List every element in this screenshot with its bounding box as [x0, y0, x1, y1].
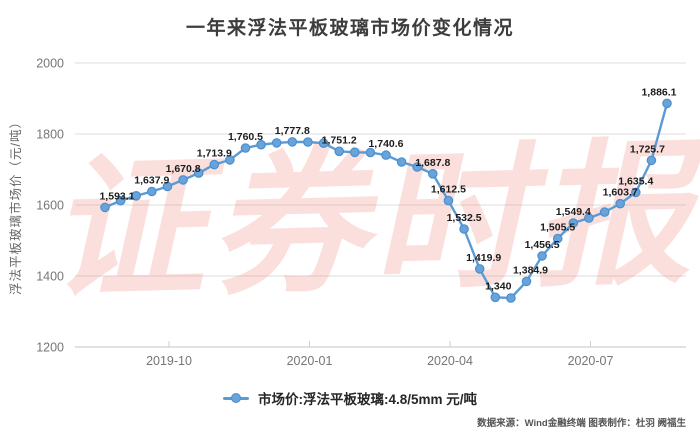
data-point [100, 202, 110, 213]
data-point-label: 1,532.5 [447, 212, 482, 224]
data-point [318, 138, 329, 148]
x-tick-label: 2020-04 [427, 354, 473, 368]
data-point [147, 186, 157, 197]
data-point-label: 1,886.1 [641, 86, 676, 98]
data-point [443, 195, 454, 206]
data-point [506, 293, 516, 303]
data-point [303, 137, 313, 147]
y-tick-label: 1400 [36, 270, 64, 284]
y-tick-label: 2000 [36, 57, 64, 71]
data-point [630, 187, 641, 198]
data-point-label: 1,384.9 [513, 264, 548, 276]
chart-title: 一年来浮法平板玻璃市场价变化情况 [185, 18, 514, 39]
data-point-label: 1,456.5 [525, 239, 560, 251]
data-point [568, 218, 579, 228]
data-point [521, 276, 532, 287]
data-point-label: 1,612.5 [431, 184, 466, 196]
chart-series-layer: 1,593.11,637.91,670.8 1,713.9 1,760.5 1,777… [99, 86, 677, 303]
data-point [162, 181, 173, 192]
legend-label: 市场价:浮法平板玻璃:4.8/5mm 元/吨 [257, 392, 478, 407]
data-point-label: 1,637.9 [134, 175, 169, 187]
data-point [271, 138, 282, 148]
data-point-label: 1,740.6 [368, 138, 403, 150]
data-point-label: 1,687.8 [415, 157, 450, 169]
data-point-label: 1,777.8 [275, 125, 310, 137]
data-point [115, 195, 126, 206]
data-point [490, 292, 501, 303]
data-point [412, 162, 422, 172]
data-point [209, 159, 220, 170]
data-point [193, 168, 204, 178]
legend[interactable]: 市场价:浮法平板玻璃:4.8/5mm 元/吨 [0, 388, 700, 408]
y-tick-label: 1800 [36, 128, 64, 142]
data-point-label: 1,593.1 [99, 190, 134, 202]
data-source-note: 数据来源：Wind金融终端 图表制作：杜羽 阙福生 [477, 418, 686, 429]
data-point [552, 233, 563, 244]
data-point [459, 224, 469, 234]
data-point [615, 198, 625, 209]
data-point-label: 1,635.4 [618, 175, 653, 187]
data-point [365, 147, 376, 158]
data-point [646, 155, 657, 166]
data-point-label: 1,340 [485, 280, 511, 292]
x-tick-label: 2020-01 [287, 354, 333, 368]
data-point [287, 137, 298, 147]
data-point-label: 1,419.9 [466, 252, 501, 264]
data-point-label: 1,751.2 [322, 134, 357, 146]
data-point-label: 1,505.5 [540, 222, 575, 234]
x-tick-label: 2020-07 [568, 354, 614, 368]
data-point [537, 251, 547, 261]
y-tick-label: 1600 [36, 199, 64, 213]
data-point [349, 147, 360, 158]
data-point [662, 98, 672, 109]
data-point-label: 1,603.7 [603, 187, 638, 199]
data-point [474, 264, 485, 274]
data-point [240, 143, 251, 153]
data-point-label: 1,725.7 [630, 143, 665, 155]
chart-grid-layer: 2000 1800 1600 1400 1200 2019-10 2020-01 2020-0… [8, 57, 686, 368]
data-point-label: 1,760.5 [228, 131, 263, 143]
legend-dot-icon [230, 393, 241, 403]
data-point-label: 1,713.9 [197, 148, 232, 160]
data-point [599, 207, 610, 217]
legend-line-dot-icon [222, 393, 249, 403]
x-tick-label: 2019-10 [146, 354, 192, 368]
y-tick-label: 1200 [36, 341, 64, 355]
data-point [256, 139, 266, 150]
data-point [396, 157, 407, 167]
data-point [131, 191, 141, 201]
data-point-label: 1,549.4 [556, 206, 591, 218]
data-point [584, 213, 594, 223]
data-point [178, 175, 188, 185]
data-point [225, 155, 235, 165]
data-point [427, 169, 438, 179]
data-point [381, 150, 391, 160]
data-point-label: 1,670.8 [166, 163, 201, 175]
y-axis-title: 浮法平板玻璃市场价（元/吨） [8, 115, 23, 295]
data-point [334, 146, 344, 157]
series-line [104, 103, 669, 300]
